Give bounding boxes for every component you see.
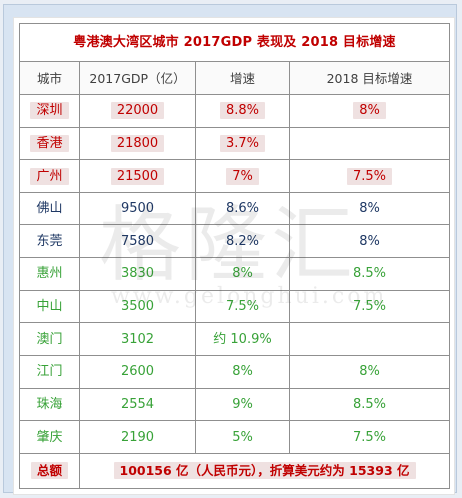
target-cell: 8% [288,93,451,128]
city-cell: 澳门 [19,322,80,357]
header-growth: 增速 [195,61,290,95]
city-cell: 中山 [19,289,80,324]
growth-cell: 3.7% [195,126,290,161]
growth-cell: 8.6% [195,191,290,226]
gdp-cell: 2600 [79,355,196,389]
city-label: 广州 [30,167,69,185]
header-city: 城市 [19,61,80,95]
target-cell [288,126,451,161]
table-row: 江门 2600 8% 8% [19,355,451,389]
table-title: 粤港澳大湾区城市 2017GDP 表现及 2018 目标增速 [18,22,451,63]
gdp-cell: 2554 [79,387,196,422]
target-cell: 8% [288,355,451,389]
target-cell: 7.5% [288,420,451,454]
growth-value: 7% [226,167,259,185]
page-frame: 粤港澳大湾区城市 2017GDP 表现及 2018 目标增速 城市 2017GD… [3,4,457,494]
target-cell: 8.5% [288,387,451,422]
gdp-cell: 3102 [79,322,196,357]
total-value-cell: 100156 亿（人民币元），折算美元约为 15393 亿 [78,452,451,490]
gdp-cell: 21500 [79,159,196,193]
growth-cell: 8.2% [195,224,290,259]
gdp-value: 21800 [110,134,165,152]
target-cell: 8% [288,224,451,259]
header-gdp: 2017GDP（亿） [79,61,196,95]
city-label: 香港 [30,134,69,152]
gdp-cell: 7580 [79,224,196,259]
gdp-cell: 9500 [79,191,196,226]
gdp-cell: 21800 [79,126,196,161]
title-row: 粤港澳大湾区城市 2017GDP 表现及 2018 目标增速 [18,22,451,63]
gdp-cell: 3830 [79,257,196,291]
city-cell: 广州 [19,159,80,193]
total-row: 总额 100156 亿（人民币元），折算美元约为 15393 亿 [19,452,451,490]
total-label-cell: 总额 [19,452,80,490]
growth-cell: 5% [195,420,290,454]
table-sheet: 粤港澳大湾区城市 2017GDP 表现及 2018 目标增速 城市 2017GD… [14,18,454,494]
gdp-value: 22000 [110,102,165,120]
target-value: 7.5% [347,167,393,185]
table-row: 中山 3500 7.5% 7.5% [19,289,451,324]
table-row: 香港 21800 3.7% [19,126,451,161]
growth-cell: 7% [195,159,290,193]
table-row: 深圳 22000 8.8% 8% [19,93,451,128]
city-cell: 深圳 [19,93,80,128]
gdp-cell: 22000 [79,93,196,128]
city-cell: 珠海 [19,387,80,422]
gdp-cell: 2190 [79,420,196,454]
city-cell: 东莞 [19,224,80,259]
growth-cell: 8% [195,257,290,291]
table-row: 惠州 3830 8% 8.5% [19,257,451,291]
gdp-cell: 3500 [79,289,196,324]
growth-cell: 8.8% [195,93,290,128]
target-cell: 7.5% [288,159,451,193]
table-row: 东莞 7580 8.2% 8% [19,224,451,259]
city-cell: 香港 [19,126,80,161]
city-cell: 惠州 [19,257,80,291]
header-row: 城市 2017GDP（亿） 增速 2018 目标增速 [19,61,451,95]
total-value: 100156 亿（人民币元），折算美元约为 15393 亿 [113,462,416,480]
target-cell [288,322,451,357]
target-cell: 8% [288,191,451,226]
city-cell: 江门 [19,355,80,389]
header-target: 2018 目标增速 [288,61,451,95]
growth-cell: 约 10.9% [195,322,290,357]
city-label: 深圳 [30,102,69,120]
target-value: 8% [353,102,386,120]
target-cell: 7.5% [288,289,451,324]
table-row: 珠海 2554 9% 8.5% [19,387,451,422]
growth-value: 8.8% [219,102,266,120]
growth-cell: 7.5% [195,289,290,324]
gdp-value: 21500 [110,167,165,185]
city-cell: 肇庆 [19,420,80,454]
city-cell: 佛山 [19,191,80,226]
growth-cell: 9% [195,387,290,422]
growth-cell: 8% [195,355,290,389]
target-cell: 8.5% [288,257,451,291]
growth-value: 3.7% [219,134,266,152]
total-label: 总额 [30,462,68,480]
table-row: 肇庆 2190 5% 7.5% [19,420,451,454]
table-row: 澳门 3102 约 10.9% [19,322,451,357]
table-row: 广州 21500 7% 7.5% [19,159,451,193]
gdp-table: 粤港澳大湾区城市 2017GDP 表现及 2018 目标增速 城市 2017GD… [18,22,451,490]
table-row: 佛山 9500 8.6% 8% [19,191,451,226]
